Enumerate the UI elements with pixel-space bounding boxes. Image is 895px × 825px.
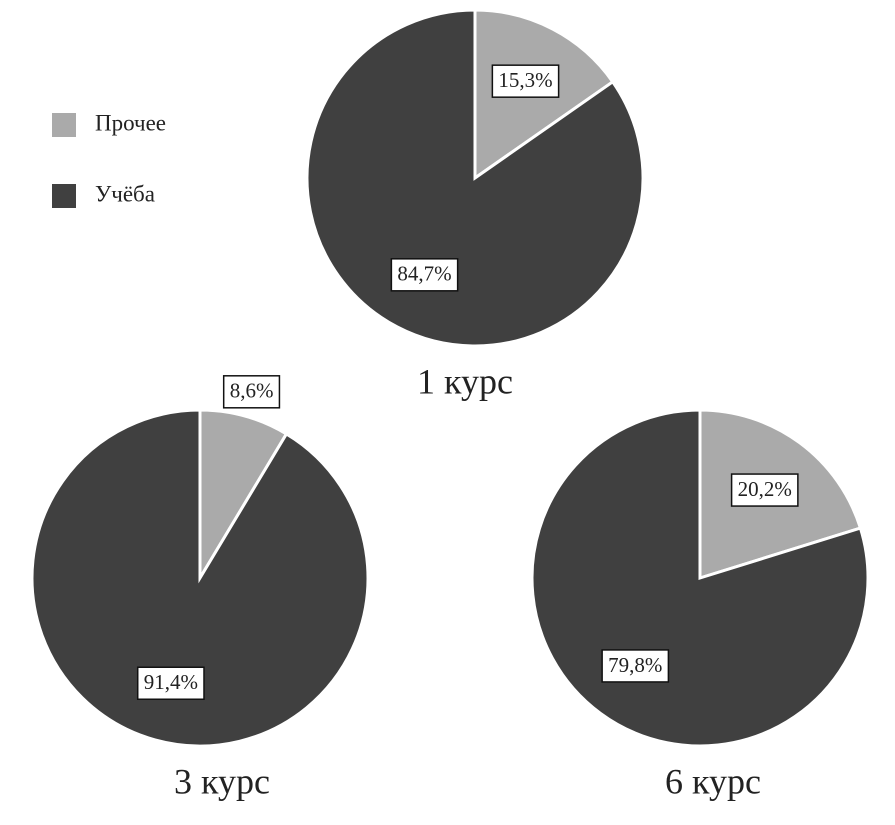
data-label-box <box>222 375 281 409</box>
data-label-box <box>730 473 799 507</box>
data-label: 84,7% <box>397 262 451 286</box>
data-label: 8,6% <box>230 379 274 403</box>
data-label-box <box>390 258 459 292</box>
pie-slice <box>30 408 370 748</box>
data-label: 20,2% <box>738 477 792 501</box>
data-label-box <box>491 64 560 98</box>
data-label: 15,3% <box>498 68 552 92</box>
chart-title: 3 курс <box>174 761 270 801</box>
data-label: 91,4% <box>144 670 198 694</box>
data-label-box <box>601 649 670 683</box>
legend-swatch <box>52 184 76 208</box>
chart-title: 1 курс <box>417 361 513 401</box>
legend-label: Учёба <box>95 181 155 206</box>
legend-swatch <box>52 113 76 137</box>
legend-label: Прочее <box>95 110 166 135</box>
pie-slice <box>198 408 289 584</box>
data-label: 79,8% <box>608 653 662 677</box>
data-label-box <box>136 666 205 700</box>
chart-title: 6 курс <box>665 761 761 801</box>
